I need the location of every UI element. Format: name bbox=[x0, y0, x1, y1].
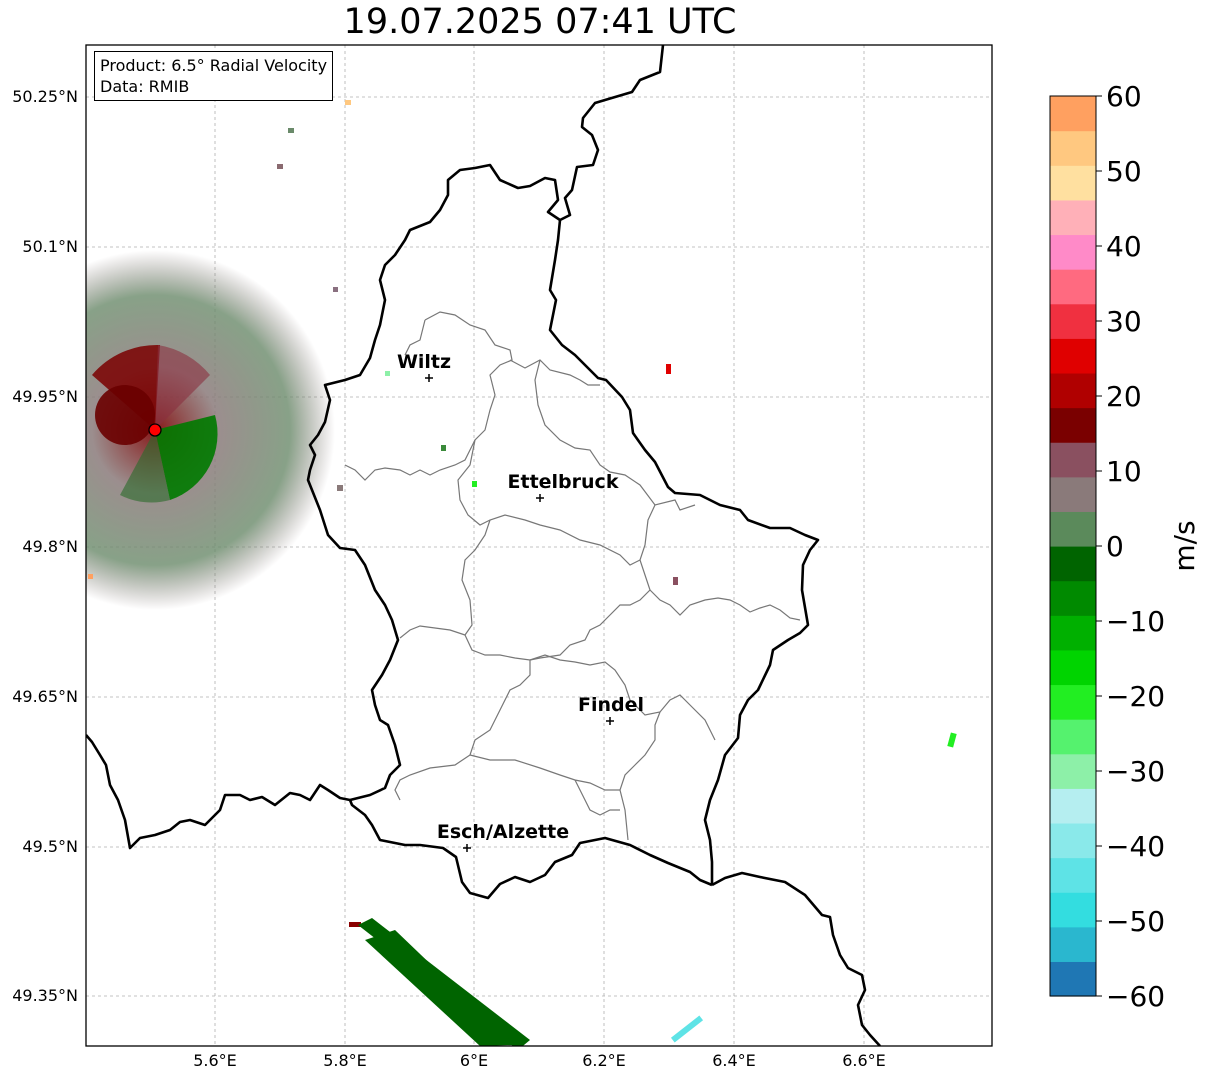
colorbar-band bbox=[1050, 96, 1096, 132]
colorbar-band bbox=[1050, 476, 1096, 512]
lat-tick: 49.8°N bbox=[22, 537, 78, 556]
colorbar-band bbox=[1050, 199, 1096, 236]
colorbar-tick-label: −10 bbox=[1106, 605, 1165, 638]
colorbar-tick-label: 50 bbox=[1106, 155, 1142, 188]
product-label: Product: 6.5° Radial Velocity bbox=[100, 56, 328, 75]
map-title: 19.07.2025 07:41 UTC bbox=[343, 2, 737, 42]
country-borders bbox=[86, 45, 881, 1046]
city-label-esch-alzette: Esch/Alzette bbox=[437, 821, 569, 843]
lon-tick: 6°E bbox=[460, 1051, 488, 1070]
lat-tick: 49.5°N bbox=[22, 837, 78, 856]
city-markers bbox=[425, 374, 614, 852]
data-source-label: Data: RMIB bbox=[100, 77, 190, 96]
colorbar-tick-label: 10 bbox=[1106, 455, 1142, 488]
colorbar-unit-label: m/s bbox=[1168, 520, 1201, 571]
colorbar-band bbox=[1050, 753, 1096, 789]
lat-tick: 50.1°N bbox=[22, 237, 78, 256]
city-marker-wiltz bbox=[425, 374, 433, 382]
colorbar-band bbox=[1050, 822, 1096, 859]
city-label-findel: Findel bbox=[578, 694, 644, 716]
lat-tick: 49.65°N bbox=[12, 687, 78, 706]
colorbar-tick-label: 20 bbox=[1106, 380, 1142, 413]
colorbar-tick-label: −60 bbox=[1106, 980, 1165, 1013]
colorbar bbox=[1050, 96, 1096, 997]
lat-tick-labels: 50.25°N 50.1°N 49.95°N 49.8°N 49.65°N 49… bbox=[12, 87, 78, 1005]
radar-echo-area bbox=[86, 250, 335, 610]
colorbar-ticks: 60 50 40 30 20 10 0 −10 −20 −30 −40 −50 −60 bbox=[1096, 80, 1165, 1013]
colorbar-band bbox=[1050, 338, 1096, 374]
colorbar-band bbox=[1050, 926, 1096, 962]
map-frame bbox=[85, 44, 993, 1047]
colorbar-band bbox=[1050, 407, 1096, 443]
city-labels: Wiltz Ettelbruck Findel Esch/Alzette bbox=[397, 351, 644, 843]
colorbar-tick-label: −40 bbox=[1106, 830, 1165, 863]
lon-tick: 6.6°E bbox=[842, 1051, 886, 1070]
colorbar-tick-label: −20 bbox=[1106, 680, 1165, 713]
lon-tick-labels: 5.6°E 5.8°E 6°E 6.2°E 6.4°E 6.6°E bbox=[193, 1051, 886, 1070]
colorbar-band bbox=[1050, 615, 1096, 651]
city-marker-esch-alzette bbox=[463, 844, 471, 852]
city-label-ettelbruck: Ettelbruck bbox=[508, 471, 619, 493]
colorbar-band bbox=[1050, 719, 1096, 755]
colorbar-tick-label: −50 bbox=[1106, 905, 1165, 938]
colorbar-band bbox=[1050, 684, 1096, 720]
colorbar-band bbox=[1050, 511, 1096, 547]
scattered-echoes bbox=[88, 100, 957, 1046]
colorbar-band bbox=[1050, 269, 1096, 305]
radar-site-marker bbox=[148, 423, 162, 437]
colorbar-band bbox=[1050, 857, 1096, 893]
lon-tick: 5.8°E bbox=[323, 1051, 367, 1070]
colorbar-band bbox=[1050, 546, 1096, 582]
colorbar-band bbox=[1050, 372, 1096, 409]
lon-tick: 6.4°E bbox=[712, 1051, 756, 1070]
city-marker-ettelbruck bbox=[536, 494, 544, 502]
colorbar-tick-label: 60 bbox=[1106, 80, 1142, 113]
lat-tick: 49.95°N bbox=[12, 387, 78, 406]
colorbar-band bbox=[1050, 580, 1096, 616]
colorbar-tick-label: −30 bbox=[1106, 755, 1165, 788]
colorbar-band bbox=[1050, 442, 1096, 478]
colorbar-band bbox=[1050, 165, 1096, 201]
colorbar-tick-label: 0 bbox=[1106, 530, 1124, 563]
lon-tick: 5.6°E bbox=[193, 1051, 237, 1070]
product-info-box: Product: 6.5° Radial Velocity Data: RMIB bbox=[94, 51, 334, 101]
colorbar-band bbox=[1050, 234, 1096, 270]
colorbar-band bbox=[1050, 649, 1096, 686]
lon-tick: 6.2°E bbox=[582, 1051, 626, 1070]
colorbar-band bbox=[1050, 892, 1096, 928]
district-borders bbox=[344, 311, 801, 841]
colorbar-band bbox=[1050, 961, 1096, 997]
lat-tick: 50.25°N bbox=[12, 87, 78, 106]
colorbar-band bbox=[1050, 130, 1096, 166]
colorbar-band bbox=[1050, 303, 1096, 339]
city-label-wiltz: Wiltz bbox=[397, 351, 451, 373]
colorbar-tick-label: 30 bbox=[1106, 305, 1142, 338]
colorbar-band bbox=[1050, 788, 1096, 824]
lat-tick: 49.35°N bbox=[12, 986, 78, 1005]
city-marker-findel bbox=[606, 717, 614, 725]
colorbar-tick-label: 40 bbox=[1106, 230, 1142, 263]
